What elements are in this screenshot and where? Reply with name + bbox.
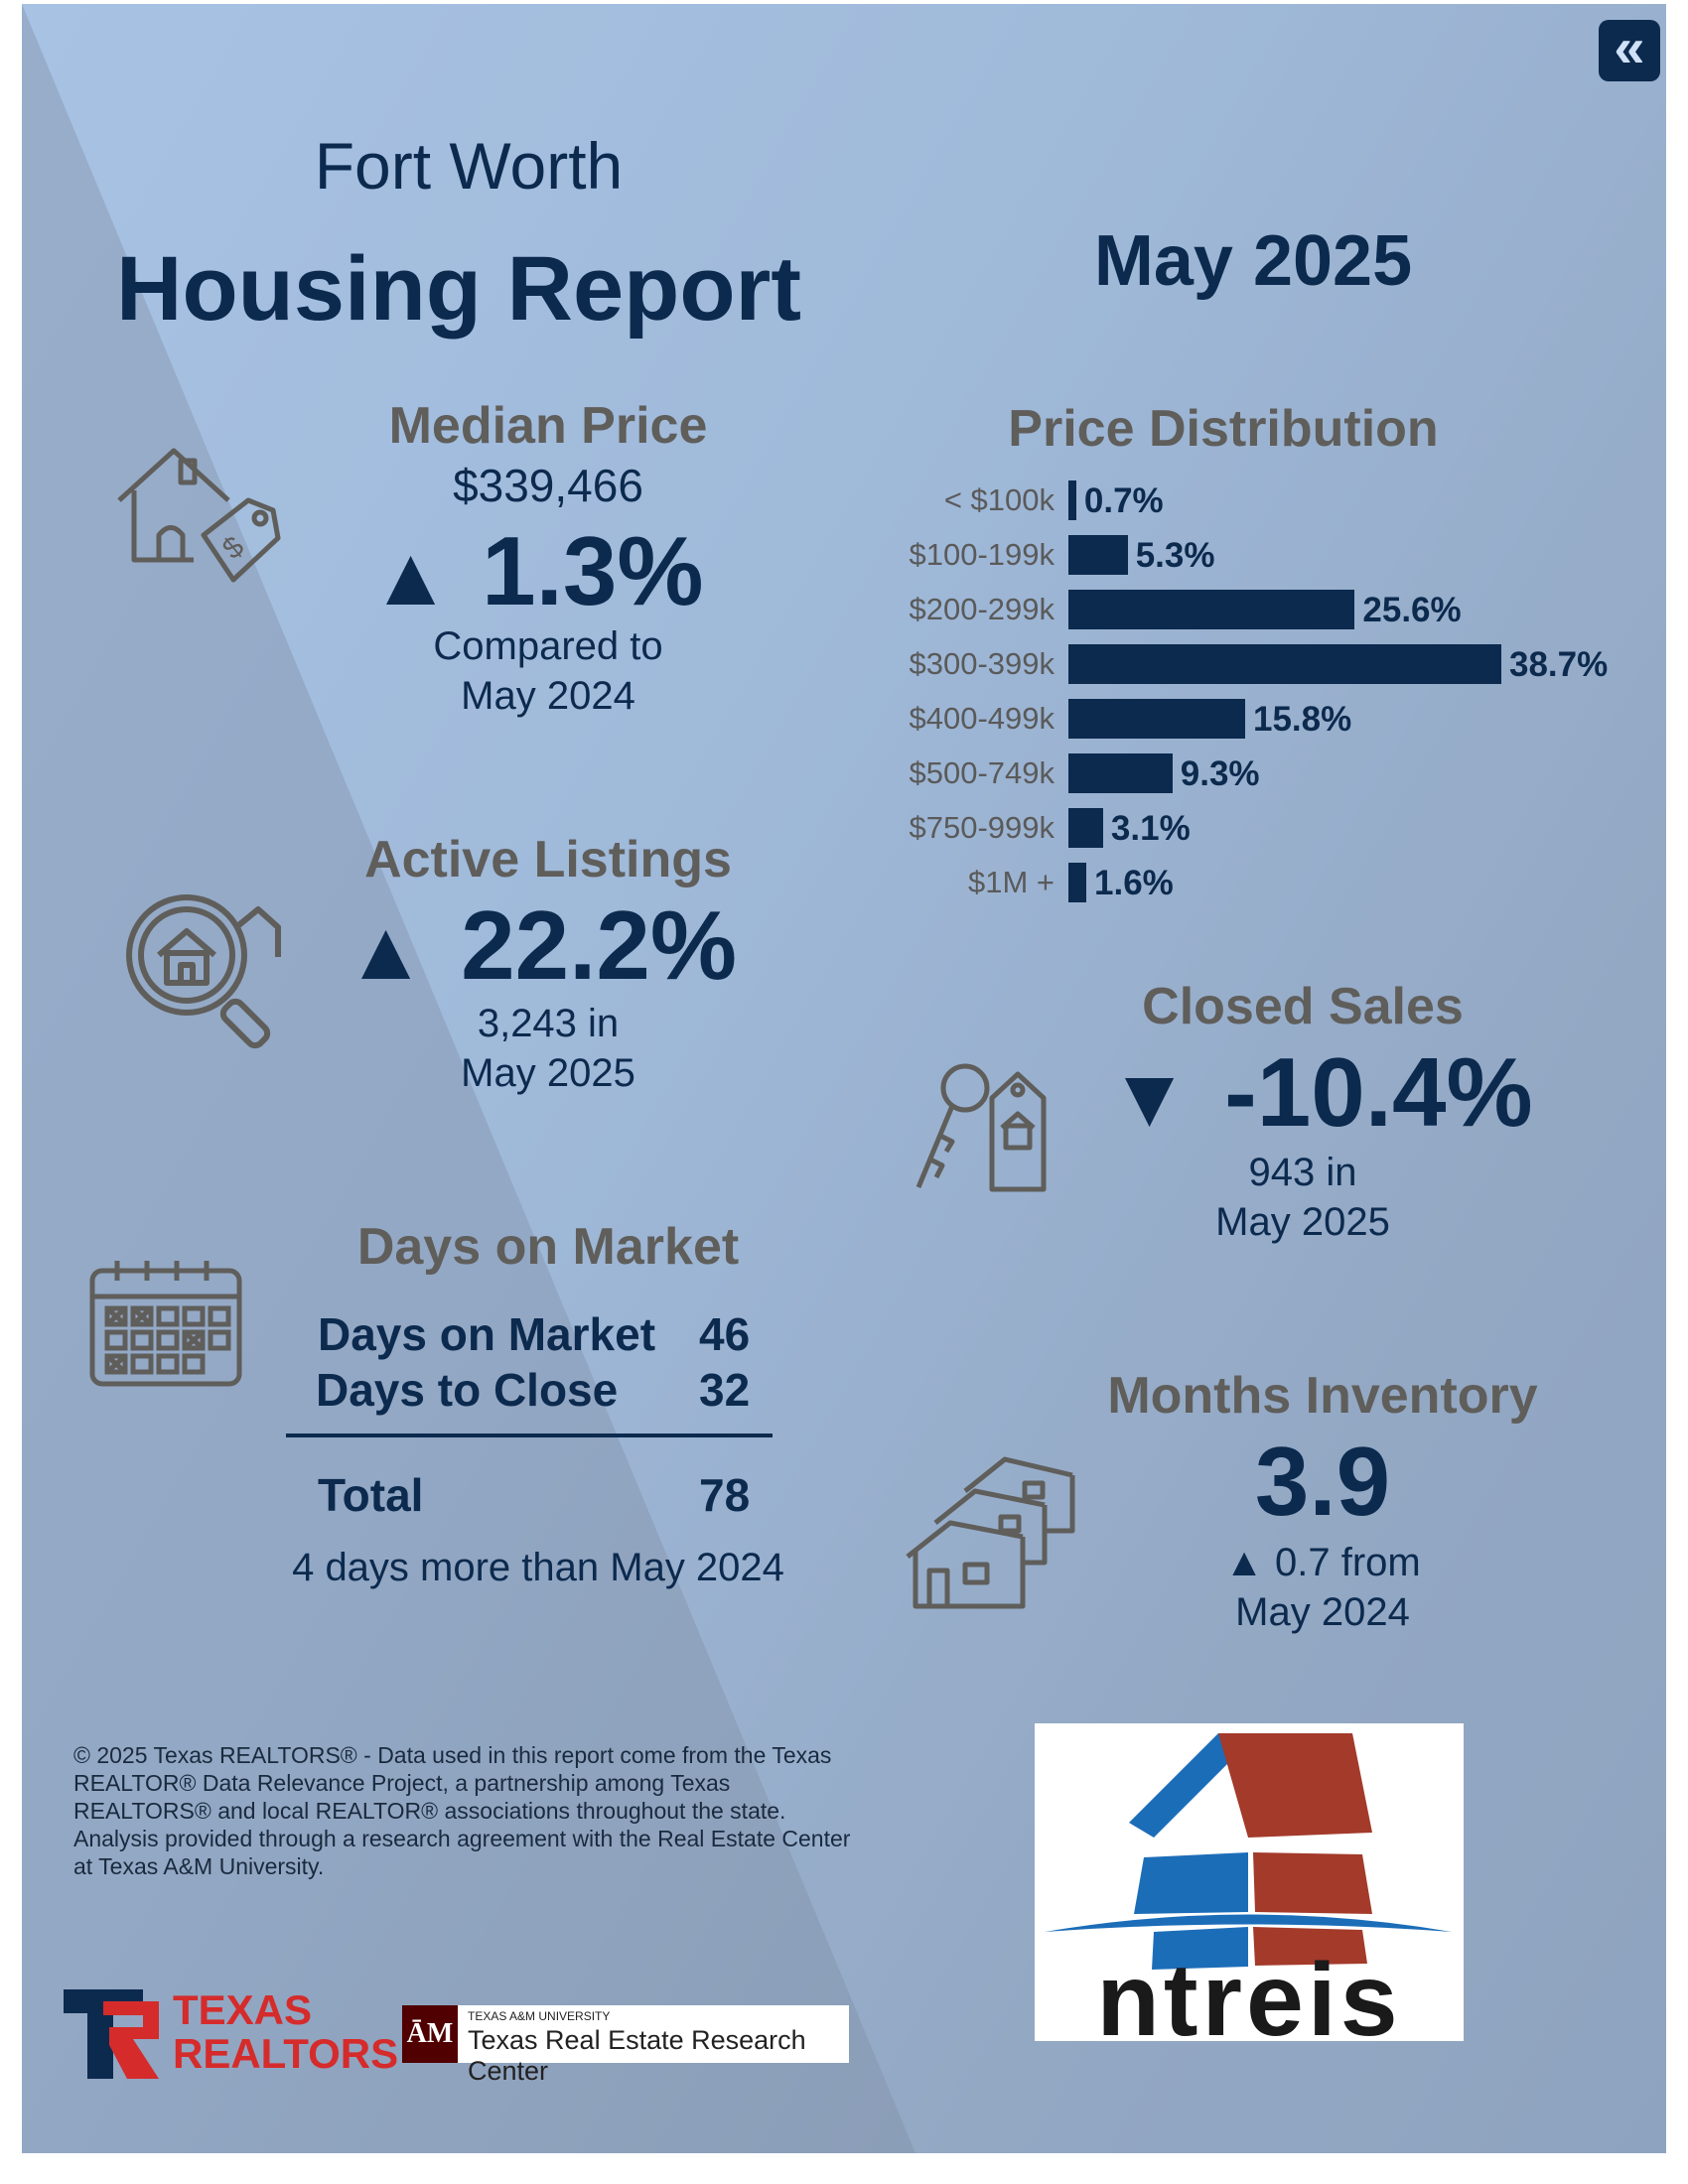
stacked-houses-icon: [906, 1456, 1075, 1609]
ntreis-house-mark-icon: [1045, 1733, 1452, 1970]
report-title: Housing Report: [116, 238, 801, 340]
pd-category-label: $300-399k: [909, 646, 1055, 681]
price-distribution-heading: Price Distribution: [1008, 400, 1439, 458]
median-price-compare: Compared to May 2024: [433, 624, 663, 718]
median-price-heading: Median Price: [388, 397, 708, 455]
median-price-change: ▲ 1.3%: [369, 516, 704, 625]
pd-value-label: 5.3%: [1135, 536, 1215, 575]
dom-divider: [286, 1433, 773, 1437]
background-diagonal: [22, 4, 1666, 2153]
pd-value-label: 0.7%: [1083, 481, 1164, 520]
active-listings-change: ▲ 22.2%: [345, 890, 738, 1000]
median-price-value: $339,466: [453, 460, 643, 511]
copyright-disclaimer: © 2025 Texas REALTORS® - Data used in th…: [73, 1742, 851, 1879]
days-on-market-heading: Days on Market: [356, 1218, 740, 1276]
magnifier-house-icon: [126, 894, 281, 1049]
city-title: Fort Worth: [314, 129, 624, 203]
pd-category-label: $100-199k: [909, 537, 1055, 572]
texas-realtors-mark-icon: [64, 1989, 159, 2079]
ntreis-wordmark: ntreis: [1096, 1943, 1402, 2058]
back-button[interactable]: «: [1599, 20, 1660, 81]
active-listings-heading: Active Listings: [364, 831, 732, 888]
report-page: « Fort Worth Housing Report May 2025 $ M…: [22, 4, 1666, 2153]
up-arrow-icon: ▲: [345, 903, 428, 997]
pd-bar: [1068, 699, 1245, 739]
dom-row-days-on-market: Days on Market 46: [318, 1308, 751, 1360]
active-listings-detail: 3,243 in May 2025: [461, 1002, 635, 1095]
tamu-mark-icon: ĀM: [402, 2005, 458, 2063]
calendar-icon: [89, 1261, 242, 1387]
months-inventory-detail: ▲ 0.7 from May 2024: [1224, 1541, 1421, 1634]
pd-bar: [1068, 535, 1128, 575]
pd-category-label: $1M +: [967, 865, 1055, 899]
ntreis-logo: ntreis: [1035, 1723, 1464, 2058]
report-month: May 2025: [1093, 221, 1413, 301]
pd-category-label: $200-299k: [909, 592, 1055, 626]
pd-value-label: 15.8%: [1253, 700, 1352, 739]
dom-row-total: Total 78: [318, 1469, 751, 1521]
tamu-research-center-logo: ĀM TEXAS A&M UNIVERSITY Texas Real Estat…: [402, 2005, 849, 2086]
pd-bar: [1068, 808, 1103, 848]
house-price-tag-icon: $: [117, 448, 281, 583]
pd-value-label: 38.7%: [1509, 645, 1609, 684]
pd-bar: [1068, 590, 1355, 629]
closed-sales-heading: Closed Sales: [1142, 978, 1464, 1035]
pd-category-label: $500-749k: [909, 755, 1055, 790]
pd-value-label: 25.6%: [1362, 591, 1462, 629]
pd-category-label: < $100k: [943, 482, 1055, 517]
texas-realtors-logo: TEXAS REALTORS: [64, 1989, 398, 2079]
down-arrow-icon: ▼: [1108, 1050, 1192, 1144]
pd-value-label: 3.1%: [1110, 809, 1191, 848]
months-inventory-value: 3.9: [1254, 1427, 1391, 1536]
price-distribution-chart: < $100k 0.7% $100-199k 5.3% $200-299k 25.6% $3…: [757, 480, 1608, 917]
pd-value-label: 1.6%: [1094, 864, 1174, 902]
pd-bar: [1068, 480, 1076, 520]
closed-sales-change: ▼ -10.4%: [1108, 1037, 1533, 1147]
pd-category-label: $400-499k: [909, 701, 1055, 736]
pd-bar: [1068, 863, 1087, 902]
months-inventory-heading: Months Inventory: [1107, 1367, 1538, 1425]
dom-note: 4 days more than May 2024: [292, 1546, 784, 1589]
pd-value-label: 9.3%: [1180, 754, 1260, 793]
pd-bar: [1068, 753, 1173, 793]
up-arrow-icon: ▲: [369, 529, 453, 622]
pd-bar: [1068, 644, 1501, 684]
key-house-tag-icon: [915, 1063, 1047, 1192]
closed-sales-detail: 943 in May 2025: [1215, 1151, 1390, 1244]
pd-category-label: $750-999k: [909, 810, 1055, 845]
dom-row-days-to-close: Days to Close 32: [316, 1364, 751, 1416]
